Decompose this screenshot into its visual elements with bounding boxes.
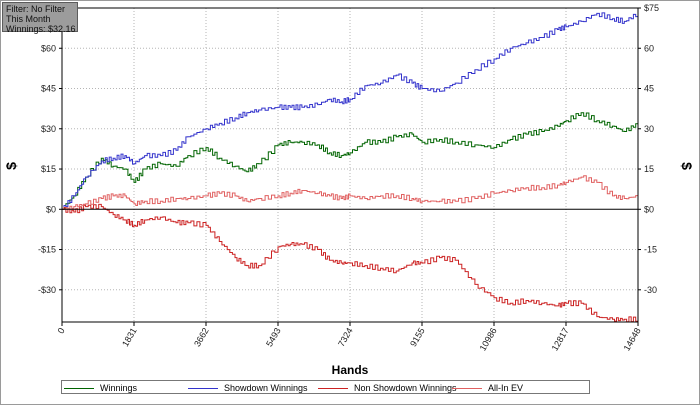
x-tick-label: 12817 xyxy=(550,326,571,353)
legend-swatch-showdown xyxy=(188,388,218,390)
x-tick-label: 10986 xyxy=(478,326,499,353)
legend-swatch-nonshowdown xyxy=(318,388,348,390)
y-tick-label-right: $75 xyxy=(644,3,659,13)
y-tick-label-left: $0 xyxy=(46,204,56,214)
x-tick-label: 0 xyxy=(56,326,67,335)
y-tick-label-left: -$30 xyxy=(38,285,56,295)
y-tick-label-right: 30 xyxy=(644,124,654,134)
x-tick-label: 3662 xyxy=(192,326,211,348)
y-tick-label-left: -$15 xyxy=(38,245,56,255)
x-tick-label: 14648 xyxy=(622,326,643,353)
legend-item-showdown: Showdown Winnings xyxy=(188,382,308,394)
y-tick-label-right: 45 xyxy=(644,84,654,94)
series-showdown-winnings xyxy=(62,12,639,210)
series-winnings xyxy=(62,112,639,210)
legend-item-allin-ev: All-In EV xyxy=(452,382,523,394)
legend-label: Showdown Winnings xyxy=(224,383,308,393)
legend-label: Winnings xyxy=(100,383,138,393)
y-tick-label-left: $60 xyxy=(41,43,56,53)
x-tick-label: 1831 xyxy=(120,326,139,348)
y-tick-label-right: -30 xyxy=(644,285,657,295)
y-tick-label-right: 60 xyxy=(644,43,654,53)
winnings-label: Winnings: $32.16 xyxy=(6,24,76,34)
y-tick-label-right: $0 xyxy=(644,204,654,214)
series-non-showdown-winnings xyxy=(62,203,639,323)
x-tick-label: 7324 xyxy=(336,326,355,348)
legend-label: All-In EV xyxy=(488,383,524,393)
y-tick-label-left: $30 xyxy=(41,124,56,134)
x-tick-label: 9155 xyxy=(408,326,427,348)
x-tick-label: 5493 xyxy=(264,326,283,348)
legend-label: Non Showdown Winnings xyxy=(354,383,457,393)
series-allin-ev xyxy=(62,175,639,210)
x-axis-label: Hands xyxy=(332,363,369,377)
y-tick-label-right: 15 xyxy=(644,164,654,174)
legend: Winnings Showdown Winnings Non Showdown … xyxy=(61,380,590,394)
period-label: This Month xyxy=(6,14,51,24)
series-lines xyxy=(62,12,639,323)
legend-swatch-allin-ev xyxy=(452,388,482,390)
y-axis-label-right: $ xyxy=(679,162,695,170)
y-tick-label-right: -15 xyxy=(644,245,657,255)
legend-swatch-winnings xyxy=(64,388,94,390)
y-tick-label-left: $15 xyxy=(41,164,56,174)
filter-label: Filter: No Filter xyxy=(6,4,66,14)
y-axis-label-left: $ xyxy=(3,162,19,170)
filter-info-box: Filter: No Filter This Month Winnings: $… xyxy=(2,2,78,34)
y-tick-label-left: $45 xyxy=(41,84,56,94)
legend-item-winnings: Winnings xyxy=(64,382,137,394)
grid xyxy=(62,8,638,322)
legend-item-nonshowdown: Non Showdown Winnings xyxy=(318,382,457,394)
